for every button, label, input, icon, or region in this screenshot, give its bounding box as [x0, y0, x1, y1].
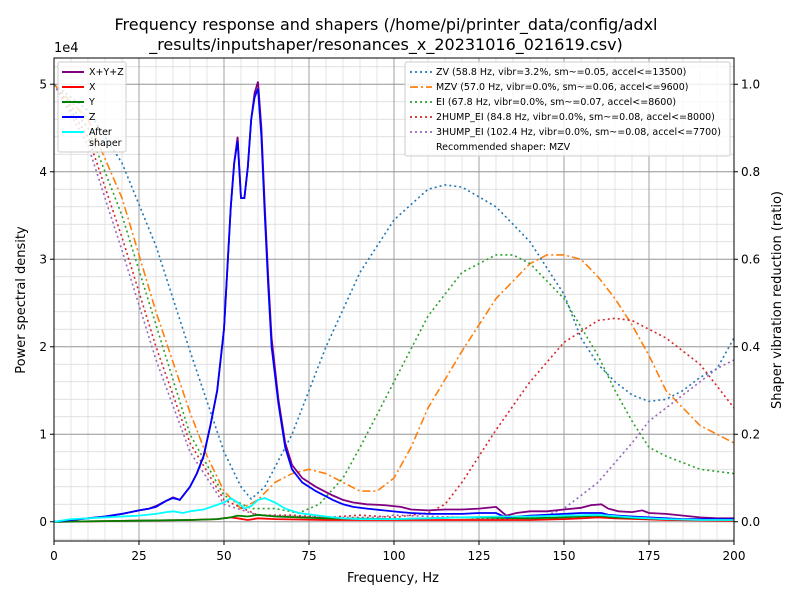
legend-entry-label: X — [89, 82, 96, 93]
x-tick-label: 125 — [468, 549, 491, 563]
y2-tick-label: 0.0 — [741, 515, 760, 529]
psd-series-line — [53, 497, 734, 523]
recommended-shaper-label: Recommended shaper: MZV — [436, 142, 571, 153]
shaper-legend: ZV (58.8 Hz, vibr=3.2%, sm~=0.05, accel<… — [404, 61, 731, 157]
legend-entry-label: 3HUMP_EI (102.4 Hz, vibr=0.0%, sm~=0.08,… — [436, 127, 721, 138]
x-tick-label: 100 — [383, 549, 406, 563]
y-tick-label: 5 — [39, 77, 47, 91]
y2-tick-label: 0.8 — [741, 165, 760, 179]
y2-tick-label: 0.6 — [741, 252, 760, 266]
y2-tick-label: 0.2 — [741, 427, 760, 441]
x-tick-label: 200 — [723, 549, 746, 563]
x-tick-label: 150 — [553, 549, 576, 563]
y2-tick-label: 0.4 — [741, 340, 760, 354]
x-tick-label: 175 — [638, 549, 661, 563]
y2-axis-label: Shaper vibration reduction (ratio) — [770, 191, 785, 409]
y2-tick-label: 1.0 — [741, 77, 760, 91]
legend-entry-label: MZV (57.0 Hz, vibr=0.0%, sm~=0.06, accel… — [436, 82, 688, 93]
x-axis: 0 25 50 75 100 125 150 175 200 — [50, 541, 745, 563]
y-tick-label: 4 — [39, 165, 47, 179]
chart-title-line1: Frequency response and shapers (/home/pi… — [114, 15, 657, 35]
legend-entry-label: After — [89, 127, 112, 138]
shaper-series-line — [53, 83, 735, 510]
y-axis: 0 1 2 3 4 5 — [39, 77, 54, 529]
legend-entry-label: Z — [89, 112, 96, 123]
legend-entry-label: 2HUMP_EI (84.8 Hz, vibr=0.0%, sm~=0.08, … — [436, 112, 715, 123]
psd-series-line — [53, 88, 734, 523]
x-tick-label: 25 — [131, 549, 146, 563]
y-tick-label: 0 — [39, 515, 47, 529]
x-axis-label: Frequency, Hz — [347, 571, 439, 586]
chart-title-line2: _results/inputshaper/resonances_x_202310… — [148, 35, 623, 55]
y2-axis: 0.0 0.2 0.4 0.6 0.8 1.0 — [734, 77, 760, 529]
legend-entry-label: X+Y+Z — [89, 67, 124, 78]
legend-entry-label: EI (67.8 Hz, vibr=0.0%, sm~=0.07, accel<… — [436, 97, 676, 108]
legend-box — [57, 61, 127, 153]
psd-curves — [53, 81, 735, 523]
x-tick-label: 50 — [216, 549, 231, 563]
y-axis-multiplier: 1e4 — [54, 41, 79, 56]
legend-entry-label: shaper — [89, 138, 122, 149]
x-tick-label: 75 — [301, 549, 316, 563]
legend-entry-label: ZV (58.8 Hz, vibr=3.2%, sm~=0.05, accel<… — [436, 67, 686, 78]
shaper-series-line — [53, 83, 735, 514]
y-tick-label: 1 — [39, 427, 47, 441]
legend-entry-label: Y — [88, 97, 95, 108]
shaper-series-line — [53, 83, 735, 519]
y-axis-label: Power spectral density — [14, 226, 29, 374]
y-tick-label: 2 — [39, 340, 47, 354]
legend-box — [404, 61, 731, 157]
x-tick-label: 0 — [50, 549, 58, 563]
y-tick-label: 3 — [39, 252, 47, 266]
